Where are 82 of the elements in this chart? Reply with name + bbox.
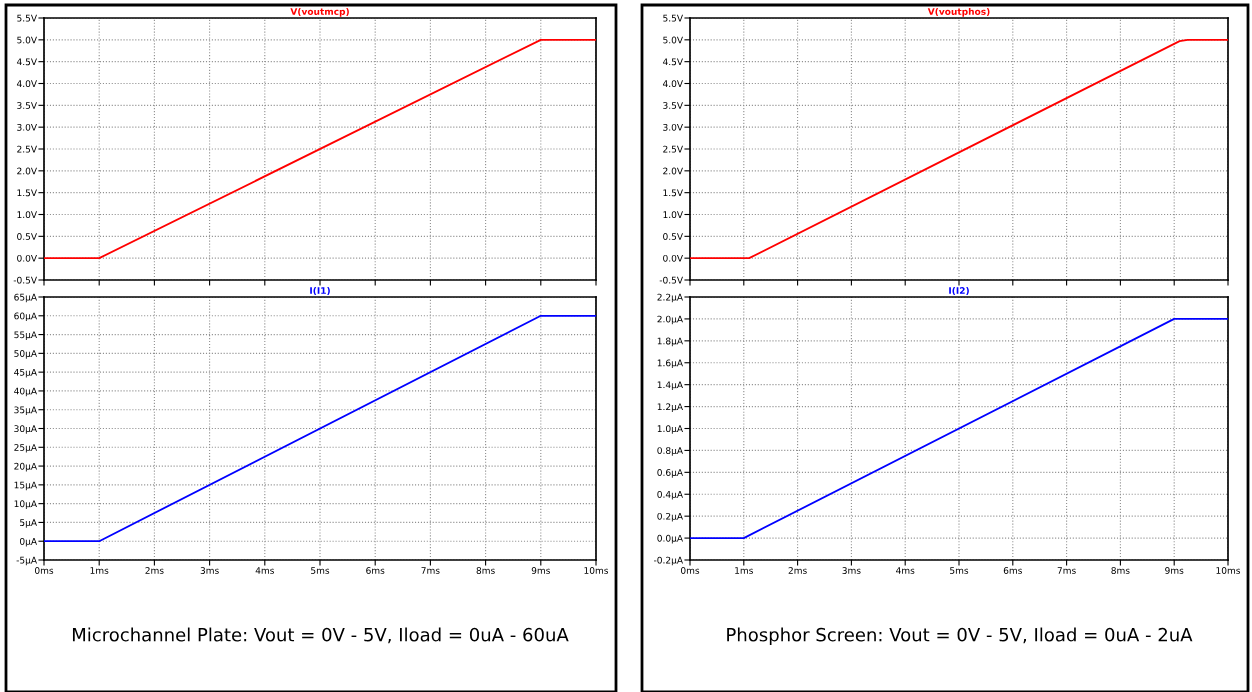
- y-tick-label: 2.5V: [17, 145, 37, 153]
- y-tick-label: 35µA: [14, 406, 37, 416]
- y-tick-label: 1.2µA: [657, 403, 683, 412]
- x-tick-label: 5ms: [950, 567, 969, 574]
- x-tick-label: 8ms: [476, 567, 495, 574]
- y-tick-label: 0.0V: [17, 254, 37, 262]
- y-tick-label: 50µA: [14, 350, 37, 359]
- y-tick-label: 3.5V: [17, 102, 37, 109]
- y-tick-label: -0.2µA: [653, 556, 683, 566]
- text: V(voutmcp): [290, 7, 349, 17]
- x-tick-label: 7ms: [1057, 567, 1076, 574]
- y-tick-label: 0.8µA: [657, 447, 683, 456]
- x-tick-label: 3ms: [842, 567, 861, 574]
- x-tick-label: 6ms: [1003, 567, 1022, 574]
- y-tick-label: 1.0µA: [657, 425, 683, 434]
- x-tick-label: 10ms: [1216, 567, 1241, 574]
- y-tick-label: 4.5V: [662, 58, 683, 66]
- y-tick-label: 2.5V: [663, 145, 683, 153]
- x-tick-label: 1ms: [735, 567, 753, 574]
- y-tick-label: 1.5V: [663, 189, 683, 197]
- y-tick-label: 20µA: [14, 462, 37, 472]
- y-tick-label: 1.5V: [17, 189, 37, 197]
- y-tick-label: 0µA: [19, 537, 37, 547]
- y-tick-label: 60µA: [14, 312, 37, 322]
- y-tick-label: 5µA: [20, 519, 37, 528]
- x-tick-label: 9ms: [1165, 567, 1184, 574]
- y-tick-label: -5µA: [16, 556, 37, 566]
- y-tick-label: 15µA: [14, 481, 37, 491]
- y-tick-label: 2.2µA: [657, 293, 683, 303]
- y-tick-label: 1.8µA: [657, 337, 683, 347]
- y-tick-label: 65µA: [14, 293, 37, 303]
- text: I(I2): [949, 286, 969, 295]
- y-tick-label: 3.0V: [17, 123, 37, 131]
- y-tick-label: 0.6µA: [657, 469, 683, 478]
- text: V(voutphos): [927, 7, 990, 17]
- y-tick-label: 2.0µA: [657, 315, 683, 325]
- y-tick-label: 5.0V: [663, 36, 683, 44]
- x-tick-label: 1ms: [90, 567, 109, 574]
- text: I(I1): [310, 286, 330, 295]
- y-tick-label: 3.0V: [663, 123, 683, 131]
- y-tick-label: 0.5V: [17, 233, 37, 240]
- x-tick-label: 4ms: [896, 567, 915, 574]
- y-tick-label: 4.0V: [662, 80, 683, 88]
- x-tick-label: 8ms: [1111, 567, 1130, 574]
- y-tick-label: 55µA: [14, 331, 37, 340]
- x-tick-label: 6ms: [366, 567, 385, 574]
- y-tick-label: 5.0V: [17, 36, 37, 44]
- y-tick-label: 40µA: [14, 387, 37, 397]
- y-tick-label: 5.5V: [17, 14, 37, 22]
- x-tick-label: 0ms: [34, 567, 54, 574]
- y-tick-label: 2.0V: [17, 167, 37, 175]
- y-tick-label: 45µA: [14, 368, 37, 378]
- y-tick-label: 5.5V: [663, 14, 683, 22]
- x-tick-label: 9ms: [531, 567, 550, 574]
- y-tick-label: 2.0V: [663, 167, 683, 175]
- y-tick-label: 0.2µA: [657, 512, 683, 522]
- y-tick-label: 0.5V: [663, 233, 683, 240]
- y-tick-label: 1.4µA: [657, 381, 683, 390]
- x-tick-label: 7ms: [421, 567, 440, 574]
- y-tick-label: 1.6µA: [657, 359, 683, 369]
- y-tick-label: -0.5V: [659, 276, 683, 284]
- x-tick-label: 10ms: [584, 567, 609, 574]
- x-tick-label: 3ms: [200, 567, 219, 574]
- y-tick-label: 0.0V: [663, 254, 683, 262]
- x-tick-label: 0ms: [680, 567, 700, 574]
- x-tick-label: 2ms: [145, 567, 164, 574]
- y-tick-label: 3.5V: [663, 102, 683, 109]
- y-tick-label: 10µA: [14, 500, 37, 509]
- x-tick-label: 5ms: [311, 567, 330, 574]
- y-tick-label: 25µA: [14, 444, 37, 453]
- x-tick-label: 4ms: [255, 567, 274, 574]
- text: Microchannel Plate: Vout = 0V - 5V, Iload = 0uA - 60uA: [72, 627, 569, 644]
- x-tick-label: 2ms: [788, 567, 807, 574]
- text: Phosphor Screen: Vout = 0V - 5V, Iload = 0uA - 2uA: [727, 627, 1193, 646]
- y-tick-label: 0.0µA: [657, 534, 683, 544]
- y-tick-label: 4.5V: [16, 58, 37, 66]
- y-tick-label: 4.0V: [16, 80, 37, 88]
- y-tick-label: 1.0V: [663, 211, 683, 219]
- y-tick-label: 1.0V: [17, 211, 37, 219]
- y-tick-label: 0.4µA: [657, 490, 683, 500]
- y-tick-label: 30µA: [14, 425, 37, 434]
- y-tick-label: -0.5V: [13, 276, 37, 284]
